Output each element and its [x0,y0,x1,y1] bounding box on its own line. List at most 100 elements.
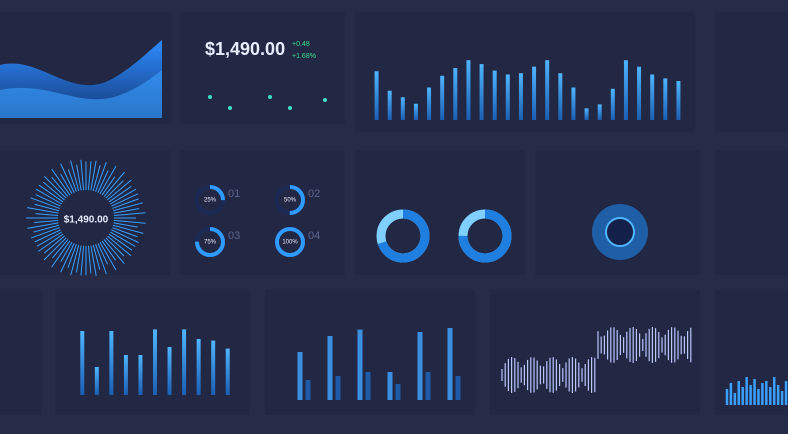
ring [195,185,225,215]
bar [123,355,128,395]
bar [558,73,563,120]
burst [90,245,97,276]
bar [584,108,589,120]
burst [107,235,132,257]
bar [780,391,784,405]
bar [225,348,230,395]
burst [35,188,63,205]
bar [725,389,729,405]
burst [27,207,59,214]
bar [453,68,458,120]
burst [70,244,80,276]
bar [167,347,172,395]
burst [99,241,117,271]
burst [34,229,61,243]
burst [92,244,101,270]
burst [60,243,75,273]
bar [417,332,423,400]
bar [737,381,741,405]
burst [87,161,92,191]
burst [112,224,144,234]
bar [663,78,668,120]
ring [275,185,305,215]
donut [458,209,512,263]
bar [571,87,576,120]
balance-amount: $1,490.00 [205,39,285,59]
burst [107,179,132,201]
burst [113,208,139,214]
burst [87,245,92,274]
burst [51,168,71,196]
bar [784,381,788,405]
area-chart-2 [0,70,162,118]
bar [211,340,216,395]
burst [60,163,75,193]
pie-center [605,217,635,247]
burst [75,245,82,273]
burst [90,160,97,191]
bar [413,103,418,120]
dot [208,95,212,99]
bar [765,381,768,405]
burst [80,245,85,276]
radial-amount: $1,490.00 [64,215,109,226]
bar [729,383,733,405]
burst [113,222,138,228]
burst [43,235,65,254]
bar [518,73,523,120]
burst [43,175,67,199]
bar [297,352,303,400]
burst [108,185,132,203]
burst [27,222,59,229]
burst [97,170,109,193]
burst [34,219,59,224]
burst [105,180,124,199]
bar [761,383,764,405]
ring-index: 01 [228,188,240,200]
bar [492,70,497,120]
bar [387,90,392,120]
burst [97,243,109,265]
balance-change: +0.48 [292,41,310,48]
burst [36,231,63,247]
burst [109,188,137,205]
bar [374,71,379,120]
bar [776,385,780,405]
burst [111,229,139,243]
bar [769,387,772,405]
bar [733,393,737,405]
burst [113,212,146,217]
burst [112,227,138,238]
dot [268,95,272,99]
ring-label: 75% [204,240,217,246]
burst [67,244,77,268]
burst [95,244,107,275]
burst [38,184,64,203]
burst [101,240,116,261]
bar [637,66,642,120]
burst [101,176,116,196]
bar [109,331,114,395]
bar [365,372,371,400]
bar [741,387,744,405]
burst [109,231,136,247]
bar [400,97,405,120]
bar [610,88,615,120]
burst [112,198,139,209]
bar [676,81,681,120]
bar [153,329,157,395]
bar [505,74,510,120]
burst [111,193,139,207]
burst [67,169,77,192]
donut [376,209,430,263]
burst [30,227,60,239]
dot [323,98,327,102]
bar [305,380,311,400]
burst [70,160,80,192]
burst [51,176,69,197]
burst [103,239,125,264]
bar [466,60,471,120]
ring-label: 50% [284,198,297,204]
